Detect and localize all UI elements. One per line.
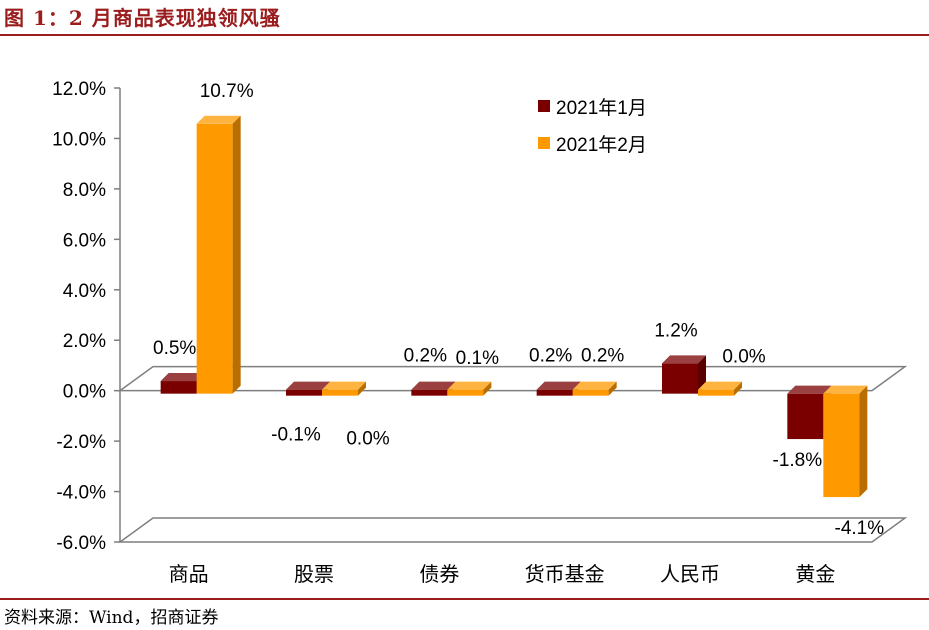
data-label-feb: -4.1%: [835, 518, 885, 539]
x-tick-label: 货币基金: [525, 563, 605, 586]
data-label-jan: -0.1%: [271, 425, 321, 446]
bar-feb-0-front: [196, 123, 233, 394]
legend-label-1: 2021年1月: [556, 97, 647, 119]
data-label-jan: 0.5%: [153, 338, 196, 359]
data-label-jan: -1.8%: [773, 450, 823, 471]
bar-feb-1-front: [322, 389, 358, 396]
bar-feb-3-top: [572, 381, 617, 390]
data-labels: 0.5% 10.7% -0.1% 0.0% 0.2% 0.1% 0.2% 0.2% 1.2% 0.…: [153, 81, 884, 539]
legend-swatch-2: [538, 137, 550, 149]
bar-jan-3-front: [536, 389, 573, 396]
data-label-feb: 0.2%: [581, 346, 624, 367]
source-rule: [0, 598, 929, 600]
bar-feb-5-side: [859, 385, 868, 498]
bar-feb-3: [572, 381, 617, 396]
legend-swatch-1: [538, 100, 550, 112]
bar-jan-2-front: [411, 389, 448, 396]
bar-feb-5-top: [823, 385, 868, 394]
bar-feb-1: [322, 381, 366, 396]
bar-feb-2: [447, 381, 492, 396]
bar-feb-4-side: [734, 381, 742, 396]
bar-jan-0-front: [160, 381, 197, 394]
bar-feb-3-side: [608, 381, 617, 396]
data-label-jan: 0.2%: [404, 346, 447, 367]
y-tick-label: 2.0%: [63, 331, 106, 352]
source-note: 资料来源：Wind，招商证券: [4, 608, 219, 628]
bar-jan-4: [662, 355, 706, 394]
bar-feb-2-side: [483, 381, 492, 396]
bar-jan-1-top: [286, 381, 330, 390]
bar-jan-4-front: [662, 363, 698, 394]
y-tick-label: -2.0%: [56, 432, 106, 453]
bar-feb-0: [196, 115, 241, 394]
bar-feb-1-side: [358, 381, 366, 396]
x-tick-label: 黄金: [795, 563, 835, 586]
data-label-feb: 0.0%: [722, 347, 765, 368]
y-tick-label: 12.0%: [52, 79, 106, 100]
bar-feb-1-top: [322, 381, 366, 390]
bar-feb-4-top: [698, 381, 742, 390]
y-tick-label: 10.0%: [52, 129, 106, 150]
y-tick-label: 0.0%: [63, 382, 106, 403]
bar-jan-2-top: [411, 381, 456, 390]
bar-jan-5-top: [787, 385, 832, 394]
bar-feb-0-side: [232, 115, 241, 394]
bar-jan-3-top: [536, 381, 581, 390]
bar-feb-2-top: [447, 381, 492, 390]
bar-feb-0-top: [196, 115, 241, 124]
y-tick-label: -4.0%: [56, 483, 106, 504]
data-label-feb: 0.0%: [346, 429, 389, 450]
x-tick-label: 债券: [419, 563, 459, 586]
x-tick-label: 人民币: [660, 563, 720, 586]
bar-chart: 12.0% 10.0% 8.0% 6.0% 4.0% 2.0% 0.0% -2.0% -4.0%…: [52, 79, 908, 586]
bar-jan-4-top: [662, 355, 706, 364]
x-tick-labels: 商品 股票 债券 货币基金 人民币 黄金: [169, 563, 836, 586]
y-tick-label: -6.0%: [56, 533, 106, 554]
bar-jan-5-front: [787, 393, 824, 440]
bar-feb-3-front: [572, 389, 609, 396]
bar-jan-0-top: [160, 373, 205, 382]
zero-plane: [117, 365, 908, 392]
y-tick-label: 6.0%: [63, 230, 106, 251]
bar-feb-2-front: [447, 389, 484, 396]
data-label-jan: 0.2%: [529, 346, 572, 367]
y-tick-labels: 12.0% 10.0% 8.0% 6.0% 4.0% 2.0% 0.0% -2.0% -4.0%…: [52, 79, 106, 554]
bar-jan-1-front: [286, 389, 322, 396]
legend-label-2: 2021年2月: [556, 134, 647, 156]
data-label-feb: 0.1%: [456, 348, 499, 369]
x-tick-label: 商品: [169, 563, 209, 586]
chart-bars: [160, 115, 868, 498]
data-label-jan: 1.2%: [654, 320, 697, 341]
title-rule: [0, 34, 929, 36]
x-tick-label: 股票: [294, 564, 334, 586]
figure-title: 图 1：2 月商品表现独领风骚: [4, 6, 281, 30]
bar-feb-5: [823, 385, 868, 498]
floor-plane: [117, 517, 908, 543]
y-tick-label: 4.0%: [63, 281, 106, 302]
y-tick-label: 8.0%: [63, 180, 106, 201]
bar-feb-4: [698, 381, 742, 396]
chart-axes: [114, 87, 908, 543]
chart-legend: 2021年1月 2021年2月: [538, 97, 647, 156]
data-label-feb: 10.7%: [200, 81, 254, 102]
bar-feb-5-front: [823, 393, 860, 498]
bar-feb-4-front: [698, 389, 734, 396]
